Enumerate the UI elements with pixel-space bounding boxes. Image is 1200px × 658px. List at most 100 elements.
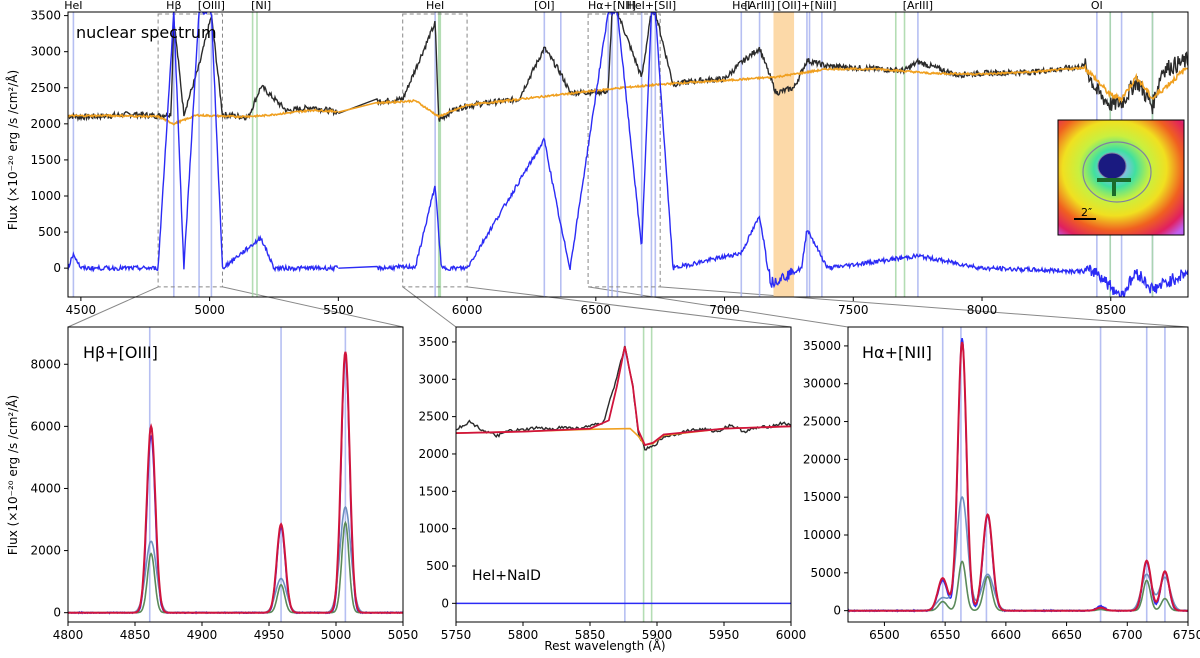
hbeta-xtick-label: 4950 — [254, 628, 285, 642]
halpha-data-series — [848, 338, 1188, 613]
top-ytick-label: 500 — [38, 225, 61, 239]
hbeta-xtick-label: 5050 — [388, 628, 419, 642]
halpha-broad-component — [848, 495, 1188, 612]
top-ytick-label: 2500 — [30, 81, 61, 95]
halpha-ytick-label: 0 — [833, 604, 841, 618]
top-xtick-label: 5500 — [323, 303, 354, 317]
connector-left-2 — [588, 286, 849, 328]
inset-contour-inner — [1097, 152, 1127, 180]
top-ytick-label: 0 — [53, 261, 61, 275]
halpha-xtick-label: 6600 — [991, 628, 1022, 642]
top-line-label: [ArIII] — [744, 0, 774, 12]
top-xtick-label: 6000 — [452, 303, 483, 317]
hbeta-frame — [67, 326, 404, 623]
top-line-label: Hβ — [166, 0, 181, 12]
top-xtick-label: 7500 — [838, 303, 869, 317]
top-ytick-label: 2000 — [30, 117, 61, 131]
hbeta-plot-area — [68, 327, 403, 622]
halpha-ytick-label: 15000 — [803, 490, 841, 504]
connector-right-1 — [467, 286, 792, 328]
hbeta-xtick-label: 5000 — [321, 628, 352, 642]
hbeta-ytick-label: 4000 — [30, 481, 61, 495]
hbeta-ytick-label: 8000 — [30, 357, 61, 371]
top-line-label: HeI — [732, 0, 750, 12]
hei-xtick-label: 5750 — [441, 628, 472, 642]
top-line-label: Hα+[NII] — [588, 0, 636, 12]
halpha-xtick-label: 6550 — [930, 628, 961, 642]
hei-xtick-label: 5800 — [508, 628, 539, 642]
hei-ytick-label: 500 — [426, 559, 449, 573]
hei-frame — [455, 326, 792, 623]
halpha-title: Hα+[NII] — [862, 343, 932, 362]
hbeta-xtick-label: 4800 — [53, 628, 84, 642]
hei-total-fit — [456, 346, 791, 447]
top-continuum-series-1 — [338, 63, 1188, 119]
top-line-label: [NI] — [251, 0, 271, 12]
panel-nuclear-spectrum: HeI Hβ [OIII] [NI] HeI [OI] Hα+[NII]HeI+[SII] H… — [30, 0, 1189, 317]
hei-ytick-label: 2000 — [418, 447, 449, 461]
hbeta-total-fit — [68, 351, 403, 614]
top-plot-area — [68, 12, 1188, 297]
top-ytick-label: 3000 — [30, 45, 61, 59]
hbeta-xtick-label: 4900 — [187, 628, 218, 642]
top-ytick-label: 1500 — [30, 153, 61, 167]
halpha-ytick-label: 5000 — [810, 566, 841, 580]
hbeta-ytick-label: 2000 — [30, 544, 61, 558]
zoom-connectors — [67, 286, 1189, 328]
hbeta-ytick-label: 6000 — [30, 419, 61, 433]
hei-xtick-label: 5850 — [575, 628, 606, 642]
top-line-label: HeI — [426, 0, 444, 12]
inset-map — [1057, 119, 1185, 236]
top-frame — [67, 11, 1189, 298]
hei-ytick-label: 1500 — [418, 484, 449, 498]
hbeta-title: Hβ+[OIII] — [83, 343, 158, 362]
connector-left-0 — [67, 286, 159, 328]
halpha-xtick-label: 6500 — [869, 628, 900, 642]
halpha-total-fit — [848, 341, 1188, 612]
top-line-label: OI — [1091, 0, 1103, 12]
top-line-label: [OII]+[NiII] — [777, 0, 836, 12]
hei-ytick-label: 2500 — [418, 410, 449, 424]
panel-hbeta-oiii: 4800 4850 4900 4950 5000 5050 0 2000 4000 6000 800… — [30, 326, 419, 642]
top-xtick-label: 4500 — [66, 303, 97, 317]
top-line-label: HeI — [64, 0, 82, 12]
connector-right-0 — [222, 286, 404, 328]
connector-right-2 — [660, 286, 1189, 328]
top-mask-band — [773, 12, 795, 297]
top-xtick-label: 6500 — [581, 303, 612, 317]
halpha-frame — [847, 326, 1189, 623]
halpha-plot-area — [848, 327, 1188, 622]
hei-observed-series — [456, 345, 791, 451]
hei-plot-area — [456, 327, 791, 622]
inset-contour-outer — [1082, 141, 1152, 203]
halpha-ytick-label: 35000 — [803, 339, 841, 353]
hei-xtick-label: 5950 — [709, 628, 740, 642]
halpha-ytick-label: 25000 — [803, 415, 841, 429]
top-residual-series-1 — [338, 12, 1188, 297]
hbeta-ytick-label: 0 — [53, 606, 61, 620]
hei-ytick-label: 1000 — [418, 522, 449, 536]
top-xtick-label: 8000 — [967, 303, 998, 317]
hbeta-ylabel: Flux (×10⁻²⁰ erg /s /cm²/Å) — [5, 395, 20, 555]
inset-scale-label: 2″ — [1081, 206, 1092, 219]
hei-title: HeI+NaID — [472, 568, 541, 584]
panel-halpha-nii: 6500 6550 6600 6650 6700 6750 0 5000 10000 15000 2… — [803, 326, 1200, 642]
top-ytick-label: 1000 — [30, 189, 61, 203]
top-line-label: [OI] — [534, 0, 555, 12]
halpha-xtick-label: 6700 — [1112, 628, 1143, 642]
top-line-label: HeI+[SII] — [627, 0, 677, 12]
inset-frame — [1057, 119, 1185, 236]
hbeta-xtick-label: 4850 — [120, 628, 151, 642]
halpha-ytick-label: 20000 — [803, 452, 841, 466]
top-ytick-label: 3500 — [30, 9, 61, 23]
top-line-label: [OIII] — [198, 0, 225, 12]
hei-xtick-label: 5900 — [642, 628, 673, 642]
top-line-label: [ArIII] — [903, 0, 933, 12]
top-xtick-label: 8500 — [1095, 303, 1126, 317]
panel-hei-naid: 5750 5800 5850 5900 5950 6000 0 500 1000 1500 2000… — [418, 326, 807, 642]
halpha-xtick-label: 6650 — [1051, 628, 1082, 642]
top-continuum-series-0 — [68, 108, 338, 126]
hei-xtick-label: 6000 — [776, 628, 807, 642]
hei-ytick-label: 0 — [441, 596, 449, 610]
